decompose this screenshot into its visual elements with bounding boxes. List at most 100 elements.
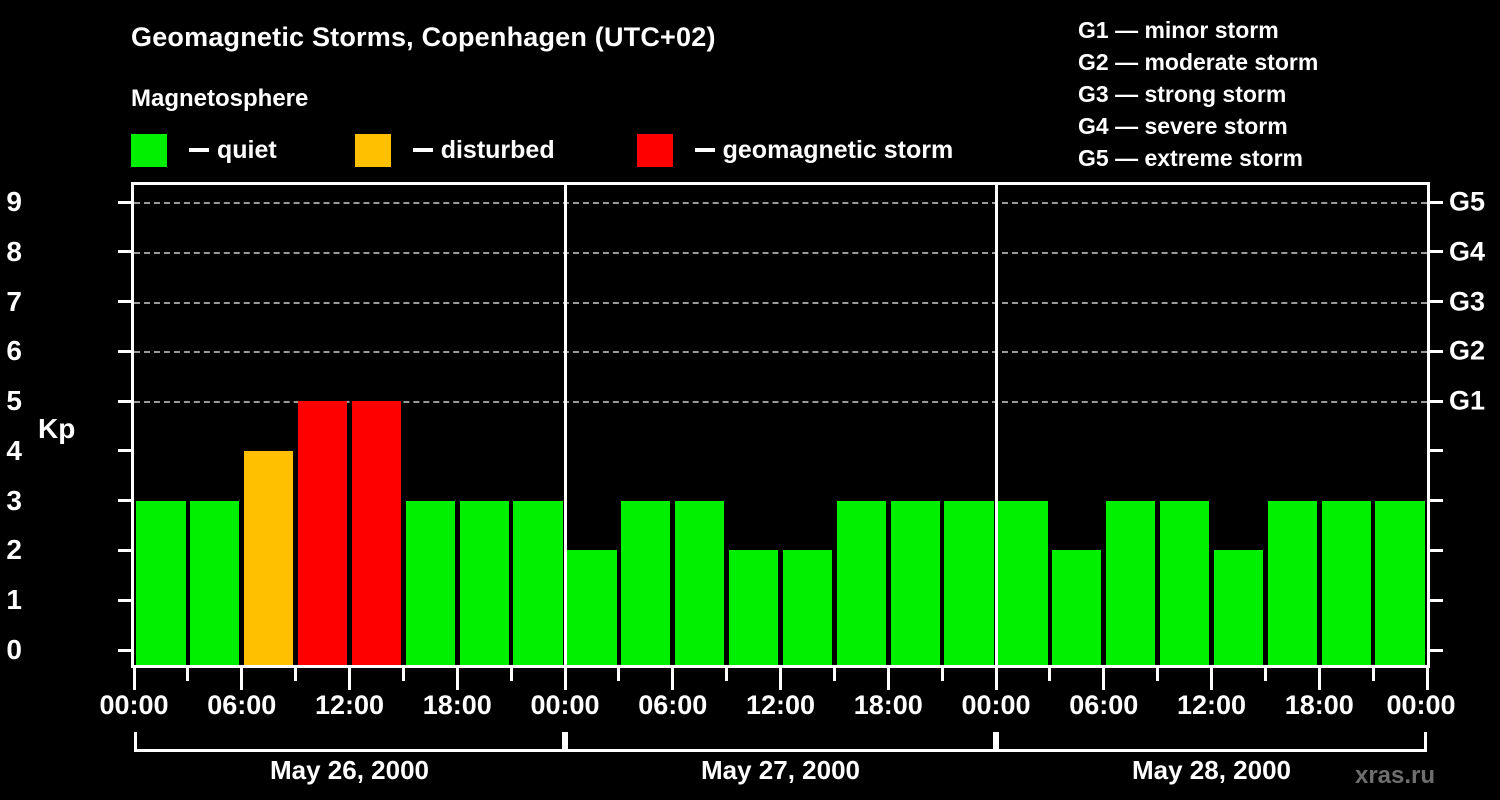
right-tick-mark-kp-0 <box>1430 648 1443 652</box>
right-tick-mark-kp-9 <box>1430 200 1443 204</box>
bar-kp <box>1213 550 1264 665</box>
gridline-kp-9 <box>134 202 1427 204</box>
date-label: May 26, 2000 <box>269 755 429 785</box>
day-separator-1 <box>563 185 567 665</box>
legend-label-disturbed: disturbed <box>440 135 555 164</box>
x-tick-minor <box>186 668 190 681</box>
y-tick-label-5: 5 <box>6 385 22 417</box>
x-tick-label: 00:00 <box>530 690 600 720</box>
y-tick-mark-0 <box>118 648 131 652</box>
date-bracket <box>996 732 1427 752</box>
x-tick-label: 06:00 <box>1069 690 1139 720</box>
g-legend-row-g5: G5 — extreme storm <box>1078 145 1303 171</box>
bar-kp <box>944 500 994 665</box>
chart-subtitle: Magnetosphere <box>131 85 309 112</box>
x-tick-major <box>1317 668 1321 690</box>
y-tick-mark-4 <box>118 449 131 453</box>
legend-item-geomagnetic-storm: geomagnetic storm <box>636 133 954 167</box>
x-tick-minor <box>509 668 513 681</box>
bar-kp <box>675 500 725 665</box>
bar-kp <box>1267 500 1317 665</box>
bar-kp <box>190 500 240 665</box>
bar-kp <box>297 401 348 665</box>
g-legend-row-g1: G1 — minor storm <box>1078 17 1279 43</box>
legend-dash-icon <box>189 148 209 152</box>
right-axis-label-g2: G2 <box>1449 335 1486 366</box>
x-tick-label: 00:00 <box>99 690 169 720</box>
bar-kp <box>728 550 779 665</box>
x-tick-minor <box>1048 668 1052 681</box>
right-tick-mark-kp-6 <box>1430 349 1443 353</box>
bar-kp <box>782 550 833 665</box>
legend-label-geomagnetic-storm: geomagnetic storm <box>722 135 954 164</box>
bar-kp <box>1052 550 1102 665</box>
x-tick-label: 18:00 <box>853 690 923 720</box>
x-tick-label: 18:00 <box>422 690 492 720</box>
bar-kp <box>1106 500 1156 665</box>
x-tick-major <box>563 668 567 690</box>
x-tick-major <box>779 668 782 690</box>
g-scale-legend: G1 — minor storm G2 — moderate storm G3 … <box>1078 14 1318 174</box>
y-tick-label-7: 7 <box>6 285 22 317</box>
bar-kp <box>890 500 940 665</box>
bar-kp <box>459 500 509 665</box>
bar-kp <box>1321 500 1371 665</box>
y-tick-label-1: 1 <box>6 584 22 616</box>
gridline-kp-5 <box>134 401 1427 404</box>
bar-kp <box>513 500 563 665</box>
g-legend-row-g3: G3 — strong storm <box>1078 81 1287 107</box>
date-label: May 28, 2000 <box>1131 755 1291 785</box>
x-tick-minor <box>617 668 621 681</box>
legend-label-quiet: quiet <box>217 135 277 164</box>
x-tick-major <box>240 668 244 690</box>
right-tick-mark-kp-1 <box>1430 598 1443 602</box>
x-tick-minor <box>401 668 405 681</box>
x-tick-major <box>994 668 998 690</box>
x-tick-major <box>348 668 351 690</box>
x-tick-label: 12:00 <box>314 690 385 720</box>
disturbed-swatch-icon <box>354 133 391 167</box>
x-tick-major <box>132 668 136 690</box>
x-tick-label: 06:00 <box>638 690 708 720</box>
x-tick-label: 12:00 <box>745 690 816 720</box>
y-tick-mark-8 <box>118 250 131 254</box>
y-tick-mark-3 <box>118 499 131 503</box>
day-separator-2 <box>994 185 998 665</box>
x-tick-minor <box>725 668 729 681</box>
date-bracket <box>134 732 565 752</box>
x-tick-label: 12:00 <box>1176 690 1247 720</box>
x-tick-minor <box>1263 668 1267 681</box>
y-tick-label-4: 4 <box>6 434 22 466</box>
bar-kp <box>136 500 186 665</box>
right-axis-label-g1: G1 <box>1449 385 1486 416</box>
gridline-kp-7 <box>134 301 1427 304</box>
bar-kp <box>998 500 1048 665</box>
gridline-kp-8 <box>134 251 1427 254</box>
x-tick-label: 06:00 <box>207 690 277 720</box>
y-tick-label-3: 3 <box>6 484 22 516</box>
bar-kp <box>405 500 455 665</box>
right-tick-mark-kp-4 <box>1430 449 1443 453</box>
x-tick-minor <box>832 668 836 681</box>
bar-kp <box>1159 500 1210 665</box>
bar-kp <box>836 500 886 665</box>
right-axis-label-g3: G3 <box>1449 286 1486 317</box>
y-tick-label-2: 2 <box>6 534 22 566</box>
right-tick-mark-kp-2 <box>1430 548 1443 552</box>
bar-kp <box>621 500 671 665</box>
x-tick-label: 00:00 <box>961 690 1031 720</box>
right-axis-label-g5: G5 <box>1449 186 1486 217</box>
x-tick-major <box>1210 668 1213 690</box>
x-tick-label: 00:00 <box>1386 690 1456 720</box>
storm-swatch-icon <box>636 133 673 167</box>
x-tick-major <box>1425 668 1429 690</box>
bar-kp <box>567 550 617 665</box>
page-title: Geomagnetic Storms, Copenhagen (UTC+02) <box>131 22 716 52</box>
chart-plot-area <box>131 182 1430 668</box>
legend-item-disturbed: disturbed <box>354 133 555 167</box>
bar-kp <box>1375 500 1425 665</box>
x-tick-minor <box>1156 668 1160 681</box>
legend-item-quiet: quiet <box>131 133 277 167</box>
date-label: May 27, 2000 <box>700 755 860 785</box>
right-tick-mark-kp-5 <box>1430 399 1443 403</box>
